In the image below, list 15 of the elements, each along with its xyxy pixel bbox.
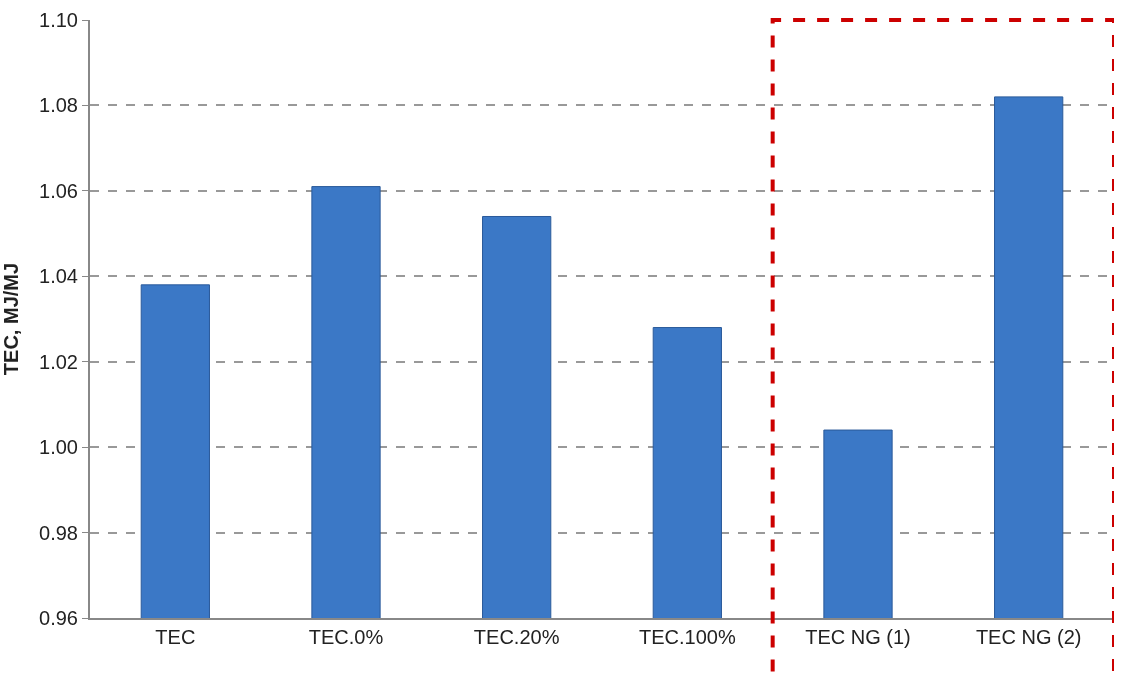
y-tick-label: 1.06 (39, 179, 78, 202)
y-tick-label: 0.96 (39, 607, 78, 629)
x-tick-label: TEC.0% (308, 626, 384, 648)
x-tick-label: TEC NG (1) (805, 626, 911, 648)
y-tick-label: 1.02 (39, 350, 78, 373)
y-tick-label: 1.00 (39, 436, 78, 459)
y-tick-label: 1.08 (39, 94, 78, 117)
x-tick-label: TEC NG (2) (975, 626, 1082, 648)
y-tick-label: 1.04 (39, 265, 78, 288)
y-tick-label: 0.98 (39, 521, 78, 544)
y-tick-label: 1.10 (39, 9, 78, 31)
x-tick-label: TEC (155, 626, 196, 648)
x-tick-label: TEC.20% (473, 626, 560, 648)
x-tick-label: TEC.100% (638, 626, 736, 648)
y-axis-title: TEC, MJ/MJ (0, 262, 23, 376)
